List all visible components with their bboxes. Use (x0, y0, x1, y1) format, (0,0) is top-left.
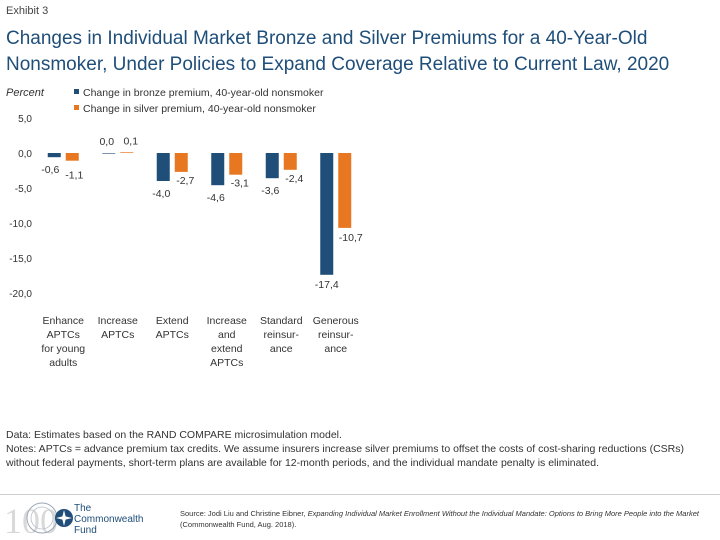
footer-divider (0, 494, 720, 495)
x-tick-label: Standard (260, 315, 303, 327)
bar-bronze (320, 153, 334, 275)
data-label: 0,1 (123, 135, 138, 147)
y-axis: Percent 5,0 0,0 -5,0 -10,0 -15,0 -20,0 (6, 87, 45, 300)
data-labels: -0,6 -1,1 0,0 0,1 -4,0 -2,7 -4,6 -3,1 -3,6 -2,4 -1… (41, 135, 363, 290)
y-tick-label: -5,0 (15, 184, 33, 195)
data-label: -2,7 (176, 175, 194, 187)
commonwealth-fund-logo: 100 (4, 501, 73, 536)
y-tick-label: 5,0 (18, 114, 32, 125)
legend-label: Change in bronze premium, 40-year-old no… (83, 87, 324, 99)
data-label: -2,4 (285, 173, 303, 185)
data-label: -0,6 (41, 164, 59, 176)
x-tick-label: extend (211, 343, 243, 355)
x-tick-label: APTCs (210, 357, 243, 369)
y-tick-label: -20,0 (9, 289, 32, 300)
x-tick-label: Increase (207, 315, 247, 327)
data-label: -10,7 (339, 232, 363, 244)
bar-silver (65, 153, 79, 161)
notes-section: Data: Estimates based on the RAND COMPAR… (6, 428, 714, 470)
x-tick-label: APTCs (101, 329, 134, 341)
x-tick-label: Extend (156, 315, 189, 327)
exhibit-label: Exhibit 3 (6, 5, 49, 17)
logo-line-3: Fund (74, 525, 97, 536)
x-tick-label: reinsur- (318, 329, 354, 341)
bar-silver (120, 152, 134, 153)
source-suffix: (Commonwealth Fund, Aug. 2018). (180, 520, 297, 529)
data-label: -17,4 (315, 279, 339, 291)
centennial-seal-icon: 100 (4, 501, 58, 536)
x-tick-label: ance (270, 343, 293, 355)
bar-silver (283, 153, 297, 170)
bar-bronze (265, 153, 279, 179)
logo-line-2: Commonwealth (74, 514, 144, 525)
legend-swatch (74, 105, 79, 110)
x-tick-label: APTCs (156, 329, 189, 341)
source-citation: Source: Jodi Liu and Christine Eibner, E… (180, 508, 715, 530)
y-tick-label: -10,0 (9, 219, 32, 230)
compass-icon (55, 509, 73, 527)
x-tick-label: Increase (98, 315, 138, 327)
logo-line-1: The (74, 503, 92, 514)
data-label: 0,0 (99, 136, 114, 148)
data-label: -4,6 (207, 192, 225, 204)
x-tick-label: ance (324, 343, 347, 355)
notes-text: Notes: APTCs = advance premium tax credi… (6, 443, 684, 469)
y-tick-label: -15,0 (9, 254, 32, 265)
source-report-title: Expanding Individual Market Enrollment W… (307, 509, 699, 518)
chart-title: Changes in Individual Market Bronze and … (6, 28, 670, 75)
x-tick-label: Generous (313, 315, 359, 327)
bars (47, 152, 352, 275)
data-label: -4,0 (152, 188, 170, 200)
source-prefix: Source: Jodi Liu and Christine Eibner, (180, 509, 308, 518)
bar-silver (229, 153, 243, 175)
logo-wordmark: The Commonwealth Fund (74, 503, 143, 536)
x-tick-label: reinsur- (263, 329, 299, 341)
data-note: Data: Estimates based on the RAND COMPAR… (6, 429, 342, 441)
x-axis-labels: Enhance APTCs for young adults Increase APTCs… (41, 315, 358, 369)
bar-silver (174, 153, 188, 172)
legend: Change in bronze premium, 40-year-old no… (74, 87, 324, 115)
bar-silver (338, 153, 352, 228)
x-tick-label: for young (41, 343, 85, 355)
data-label: -1,1 (65, 170, 83, 182)
data-label: -3,1 (231, 178, 249, 190)
data-label: -3,6 (261, 185, 279, 197)
x-tick-label: Enhance (43, 315, 85, 327)
bar-bronze (47, 153, 61, 158)
y-axis-title: Percent (6, 87, 45, 99)
x-tick-label: APTCs (47, 329, 80, 341)
bar-bronze (102, 153, 116, 154)
legend-label: Change in silver premium, 40-year-old no… (83, 103, 316, 115)
x-tick-label: adults (49, 357, 77, 369)
bar-chart: Percent 5,0 0,0 -5,0 -10,0 -15,0 -20,0 Change … (6, 87, 363, 369)
bar-bronze (211, 153, 225, 186)
legend-swatch (74, 89, 79, 94)
bar-bronze (156, 153, 170, 181)
y-tick-label: 0,0 (18, 149, 32, 160)
x-tick-label: and (218, 329, 236, 341)
